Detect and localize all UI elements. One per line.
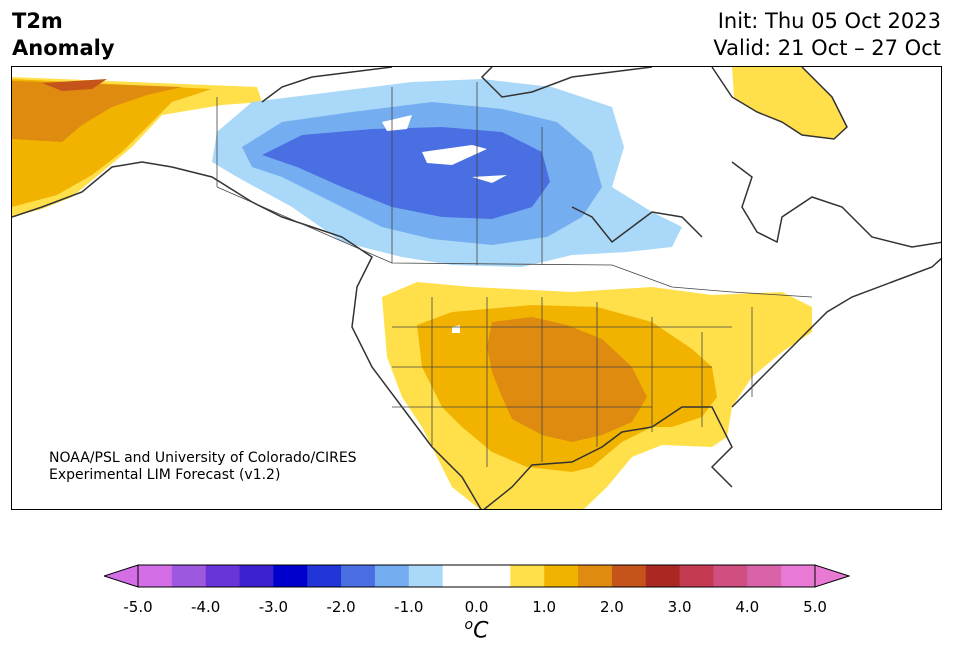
colorbar-tick-label: -1.0 — [394, 598, 424, 616]
colorbar-tick-label: -4.0 — [191, 598, 221, 616]
colorbar-tick-label: 1.0 — [532, 598, 557, 616]
forecast-credit: NOAA/PSL and University of Colorado/CIRE… — [49, 450, 357, 484]
colorbar-segment — [408, 565, 444, 587]
valid-dates: Valid: 21 Oct – 27 Oct — [713, 36, 941, 60]
colorbar-over-arrow — [814, 564, 850, 588]
colorbar — [104, 564, 850, 588]
colorbar-segment — [713, 565, 748, 587]
credit-line-2: Experimental LIM Forecast (v1.2) — [49, 467, 281, 483]
colorbar-unit-label: oC — [0, 617, 953, 643]
colorbar-segment — [239, 565, 274, 587]
title-variable: T2m — [12, 9, 63, 33]
colorbar-segment — [781, 565, 816, 587]
colorbar-segment — [307, 565, 342, 587]
greenland-warm-anomaly — [732, 67, 847, 139]
map-title: T2m Anomaly — [12, 8, 115, 62]
colorbar-tick-label: 2.0 — [599, 598, 624, 616]
colorbar-tick-label: 4.0 — [735, 598, 760, 616]
colorbar-tick-label: 3.0 — [667, 598, 692, 616]
map-canvas — [12, 67, 941, 509]
colorbar-segment — [747, 565, 782, 587]
colorbar-segment — [442, 565, 477, 587]
forecast-dates: Init: Thu 05 Oct 2023 Valid: 21 Oct – 27… — [713, 8, 941, 62]
colorbar-segment — [544, 565, 579, 587]
colorbar-segment — [510, 565, 545, 587]
colorbar-segment — [138, 565, 173, 587]
init-date: Init: Thu 05 Oct 2023 — [717, 9, 941, 33]
colorbar-tick-label: 5.0 — [803, 598, 827, 616]
colorbar-segment — [611, 565, 647, 587]
colorbar-segment — [476, 565, 511, 587]
anomaly-map — [11, 66, 942, 510]
colorbar-segment — [341, 565, 376, 587]
colorbar-under-arrow — [104, 564, 139, 588]
title-subvariable: Anomaly — [12, 36, 115, 60]
colorbar-segment — [679, 565, 714, 587]
colorbar-segment — [171, 565, 207, 587]
colorbar-segment — [645, 565, 681, 587]
colorbar-segment — [205, 565, 241, 587]
credit-line-1: NOAA/PSL and University of Colorado/CIRE… — [49, 450, 357, 466]
unit-degree: o — [464, 617, 474, 633]
colorbar-tick-label: 0.0 — [464, 598, 489, 616]
colorbar-segment — [374, 565, 410, 587]
colorbar-tick-label: -5.0 — [123, 598, 153, 616]
unit-celsius: C — [473, 618, 489, 644]
colorbar-segment — [273, 565, 308, 587]
colorbar-segment — [578, 565, 613, 587]
political-borders — [216, 82, 813, 467]
alaska-warm-anomaly — [12, 77, 262, 217]
canada-cold-anomaly — [212, 79, 682, 267]
colorbar-outline — [137, 564, 816, 588]
colorbar-segments — [138, 565, 816, 587]
colorbar-tick-label: -3.0 — [258, 598, 289, 616]
colorbar-tick-label: -2.0 — [326, 598, 356, 616]
